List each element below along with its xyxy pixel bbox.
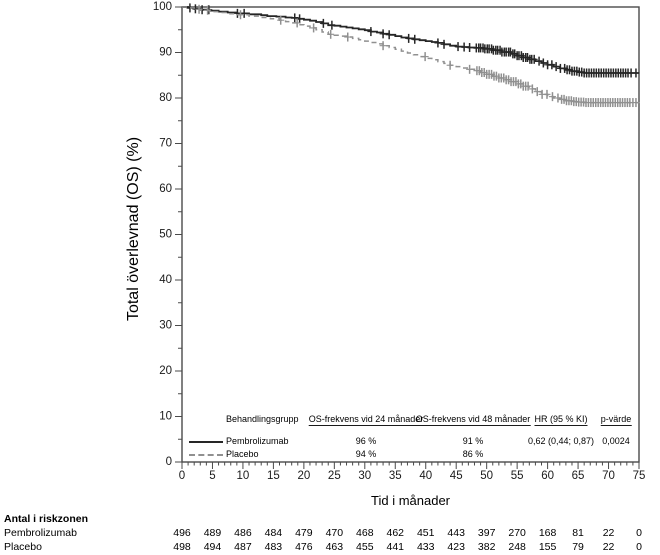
x-tick-label: 75 xyxy=(633,470,646,482)
risk-count: 455 xyxy=(356,541,374,553)
y-tick-label: 20 xyxy=(159,365,172,377)
risk-count: 483 xyxy=(264,541,283,553)
risk-count: 443 xyxy=(447,527,465,539)
y-tick-label: 80 xyxy=(159,92,172,104)
survival-curve-pembrolizumab xyxy=(182,6,639,74)
legend-header-os24: OS-frekvens vid 24 månader xyxy=(308,414,424,426)
legend-placebo-os24: 94 % xyxy=(355,449,377,459)
x-tick-label: 35 xyxy=(389,470,402,482)
plot-frame xyxy=(181,6,640,463)
x-axis-title: Tid i månader xyxy=(371,493,450,508)
x-tick-label: 70 xyxy=(602,470,615,482)
legend-pembrolizumab-os48: 91 % xyxy=(462,436,484,446)
risk-count: 487 xyxy=(234,541,252,553)
risk-count: 270 xyxy=(508,527,526,539)
risk-count: 423 xyxy=(447,541,465,553)
risk-count: 168 xyxy=(538,527,557,539)
risk-count: 496 xyxy=(173,527,191,539)
x-tick-label: 10 xyxy=(237,470,250,482)
legend-header-group: Behandlingsgrupp xyxy=(226,414,299,424)
y-tick-label: 50 xyxy=(159,229,172,241)
risk-count: 468 xyxy=(356,527,374,539)
censor-marks-placebo xyxy=(195,4,640,108)
pembrolizumab-line-sample xyxy=(189,441,223,443)
x-tick-label: 45 xyxy=(450,470,463,482)
risk-count: 451 xyxy=(416,527,435,539)
risk-count: 462 xyxy=(386,527,405,539)
y-tick-label: 10 xyxy=(159,411,172,423)
risk-count: 441 xyxy=(386,541,405,553)
risk-count: 463 xyxy=(325,541,344,553)
risk-count: 494 xyxy=(203,541,222,553)
legend-row-pembrolizumab-label: Pembrolizumab xyxy=(226,436,289,446)
risk-count: 248 xyxy=(508,541,526,553)
risk-count: 22 xyxy=(602,541,615,553)
risk-row-label-placebo: Placebo xyxy=(4,541,42,553)
risk-count: 484 xyxy=(264,527,283,539)
legend-header-pvalue: p-värde xyxy=(600,414,632,426)
x-tick-label: 30 xyxy=(358,470,371,482)
legend-header-hr: HR (95 % KI) xyxy=(534,414,588,426)
risk-count: 489 xyxy=(203,527,222,539)
legend-p-value: 0,0024 xyxy=(602,436,630,446)
risk-count: 479 xyxy=(295,527,313,539)
x-tick-label: 50 xyxy=(480,470,493,482)
y-tick-label: 60 xyxy=(159,183,172,195)
x-tick-label: 5 xyxy=(209,470,215,482)
placebo-line-sample xyxy=(189,454,223,456)
risk-count: 382 xyxy=(477,541,496,553)
legend-pembrolizumab-os24: 96 % xyxy=(355,436,377,446)
risk-count: 0 xyxy=(636,527,642,539)
y-tick-label: 40 xyxy=(159,274,172,286)
risk-count: 476 xyxy=(295,541,313,553)
x-tick-label: 55 xyxy=(511,470,524,482)
legend-hr-value: 0,62 (0,44; 0,87) xyxy=(527,436,595,446)
x-tick-label: 60 xyxy=(541,470,554,482)
x-tick-label: 65 xyxy=(572,470,585,482)
legend-row-placebo-label: Placebo xyxy=(226,449,259,459)
risk-count: 498 xyxy=(173,541,191,553)
risk-count: 397 xyxy=(477,527,496,539)
y-tick-label: 30 xyxy=(159,320,172,332)
risk-count: 79 xyxy=(572,541,584,553)
y-axis-title: Total överlevnad (OS) (%) xyxy=(125,136,142,322)
y-tick-label: 100 xyxy=(153,1,172,13)
x-tick-label: 25 xyxy=(328,470,341,482)
risk-count: 470 xyxy=(325,527,344,539)
risk-count: 0 xyxy=(636,541,642,553)
risk-count: 155 xyxy=(538,541,557,553)
y-tick-label: 70 xyxy=(159,138,172,150)
legend-placebo-os48: 86 % xyxy=(462,449,484,459)
risk-count: 433 xyxy=(416,541,435,553)
survival-curve-placebo xyxy=(182,6,639,104)
risk-count: 81 xyxy=(572,527,584,539)
risk-count: 486 xyxy=(234,527,252,539)
x-tick-label: 40 xyxy=(419,470,432,482)
y-tick-label: 90 xyxy=(159,47,172,59)
y-tick-label: 0 xyxy=(166,456,172,468)
legend-header-os48: OS-frekvens vid 48 månader xyxy=(415,414,531,426)
x-tick-label: 0 xyxy=(179,470,185,482)
risk-row-label-pembrolizumab: Pembrolizumab xyxy=(4,527,77,539)
risk-table-title: Antal i riskzonen xyxy=(4,513,89,525)
x-tick-label: 20 xyxy=(297,470,310,482)
risk-count: 22 xyxy=(602,527,615,539)
x-tick-label: 15 xyxy=(267,470,280,482)
censor-marks-pembrolizumab xyxy=(186,3,640,78)
